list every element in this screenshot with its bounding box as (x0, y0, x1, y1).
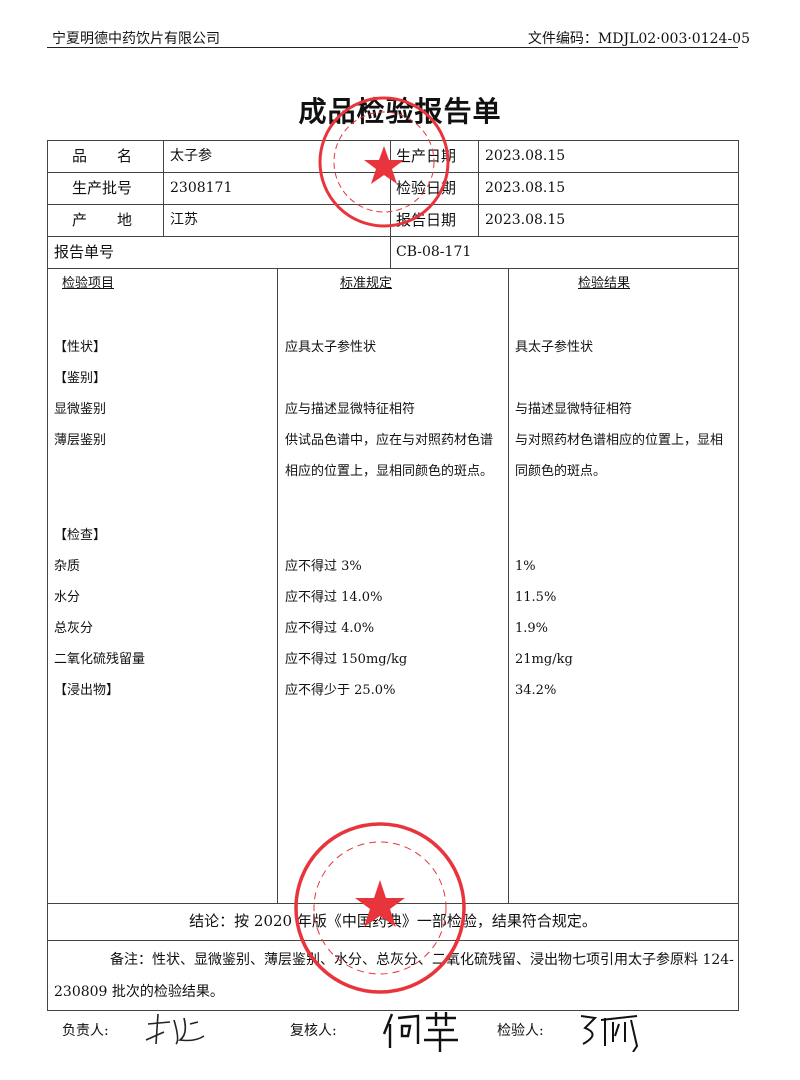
column-header-standard: 标准规定 (340, 276, 393, 291)
row-item: 【性状】 (54, 340, 107, 355)
row-result: 与对照药材色谱相应的位置上，显相同颜色的斑点。 (515, 433, 724, 479)
column-divider (478, 140, 479, 236)
row-item: 总灰分 (54, 621, 94, 636)
production-date: 2023.08.15 (485, 148, 566, 164)
product-name-label: 品 名 (72, 147, 133, 165)
test-date-label: 检验日期 (396, 179, 457, 197)
company-name: 宁夏明德中药饮片有限公司 (52, 31, 220, 47)
conclusion: 结论：按 2020 年版《中国药典》一部检验，结果符合规定。 (189, 912, 597, 930)
origin-label: 产 地 (72, 211, 133, 229)
row-divider (47, 236, 739, 237)
column-divider (163, 140, 164, 236)
row-standard: 应与描述显微特征相符 (285, 402, 416, 417)
row-item: 薄层鉴别 (54, 433, 107, 448)
row-item: 【鉴别】 (54, 371, 107, 386)
row-result: 21mg/kg (515, 652, 573, 667)
header-divider (47, 47, 738, 48)
row-result: 1% (515, 559, 536, 574)
row-item: 【浸出物】 (54, 683, 120, 698)
reviewer-label: 复核人: (290, 1023, 337, 1039)
report-date: 2023.08.15 (485, 212, 566, 228)
inspector-signature (580, 1015, 639, 1052)
test-date: 2023.08.15 (485, 180, 566, 196)
row-standard: 应不得过 150mg/kg (285, 652, 408, 667)
row-divider (47, 940, 739, 941)
product-name: 太子参 (170, 148, 212, 164)
reviewer-signature (382, 1012, 458, 1052)
row-result: 与描述显微特征相符 (515, 402, 633, 417)
row-divider (47, 172, 739, 173)
row-standard: 供试品色谱中，应在与对照药材色谱相应的位置上，显相同颜色的斑点。 (285, 433, 494, 479)
column-divider (390, 140, 391, 268)
row-standard: 应具太子参性状 (285, 340, 377, 355)
row-result: 11.5% (515, 590, 557, 605)
responsible-signature (145, 1013, 205, 1045)
column-divider (277, 268, 278, 903)
row-result: 具太子参性状 (515, 340, 594, 355)
production-date-label: 生产日期 (396, 147, 457, 165)
column-header-item: 检验项目 (62, 276, 115, 291)
page-title: 成品检验报告单 (298, 95, 502, 128)
notes: 备注：性状、显微鉴别、薄层鉴别、水分、总灰分、二氧化硫残留、浸出物七项引用太子参… (54, 952, 734, 1000)
row-item: 杂质 (54, 559, 81, 574)
document-code: 文件编码：MDJL02·003·0124-05 (527, 31, 750, 47)
row-standard: 应不得少于 25.0% (285, 683, 396, 698)
row-result: 34.2% (515, 683, 557, 698)
report-date-label: 报告日期 (396, 211, 457, 229)
batch-label: 生产批号 (72, 179, 133, 197)
column-header-result: 检验结果 (578, 276, 631, 291)
row-item: 显微鉴别 (54, 402, 107, 417)
row-item: 二氧化硫残留量 (54, 652, 146, 667)
row-result: 1.9% (515, 621, 549, 636)
row-standard: 应不得过 4.0% (285, 621, 375, 636)
origin: 江苏 (170, 212, 198, 228)
row-standard: 应不得过 3% (285, 559, 362, 574)
report-number: CB-08-171 (396, 244, 472, 260)
responsible-label: 负责人: (62, 1023, 109, 1039)
row-item: 【检查】 (54, 528, 107, 543)
row-standard: 应不得过 14.0% (285, 590, 383, 605)
report-number-label: 报告单号 (54, 243, 115, 261)
batch-number: 2308171 (170, 180, 233, 196)
row-item: 水分 (54, 590, 81, 605)
column-divider (508, 268, 509, 903)
row-divider (47, 204, 739, 205)
row-divider (47, 268, 739, 269)
inspector-label: 检验人: (497, 1023, 544, 1039)
